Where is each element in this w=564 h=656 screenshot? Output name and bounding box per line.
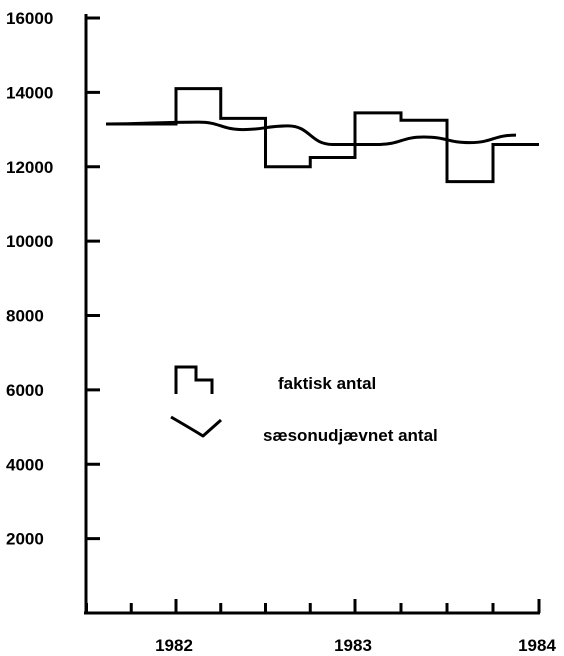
x-tick-label: 1983: [334, 636, 372, 655]
legend-step-swatch: [174, 365, 214, 394]
plot-series: [105, 87, 539, 184]
y-tick-label: 12000: [6, 158, 53, 177]
x-tick-labels: 1982 1983 1984: [155, 636, 556, 655]
legend-label-faktisk: faktisk antal: [278, 374, 376, 393]
x-tick-label: 1982: [155, 636, 193, 655]
axes: [84, 14, 541, 615]
y-tick-label: 10000: [6, 232, 53, 251]
y-tick-label: 2000: [6, 530, 44, 549]
y-tick-label: 6000: [6, 381, 44, 400]
legend-label-saesonudjaevnet: sæsonudjævnet antal: [263, 426, 438, 445]
x-tick-label: 1984: [518, 636, 556, 655]
legend: faktisk antal sæsonudjævnet antal: [170, 365, 438, 445]
y-tick-label: 4000: [6, 455, 44, 474]
series-saesonudjaevnet-antal: [105, 120, 517, 146]
y-tick-label: 14000: [6, 83, 53, 102]
legend-smooth-swatch: [170, 415, 222, 438]
y-tick-label: 8000: [6, 307, 44, 326]
series-faktisk-antal: [106, 87, 539, 184]
y-tick-labels: 2000 4000 6000 8000 10000 12000 14000 16000: [6, 9, 53, 549]
y-tick-label: 16000: [6, 9, 53, 28]
